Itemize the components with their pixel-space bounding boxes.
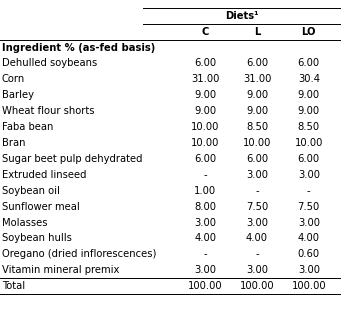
Text: 3.00: 3.00 [246, 265, 268, 275]
Text: 10.00: 10.00 [191, 138, 219, 148]
Text: Diets¹: Diets¹ [225, 11, 258, 21]
Text: 3.00: 3.00 [298, 170, 320, 180]
Text: Soybean hulls: Soybean hulls [2, 234, 72, 243]
Text: 4.00: 4.00 [298, 234, 320, 243]
Text: -: - [307, 186, 310, 196]
Text: 30.4: 30.4 [298, 74, 320, 84]
Text: 9.00: 9.00 [298, 90, 320, 100]
Text: Faba bean: Faba bean [2, 122, 53, 132]
Text: 10.00: 10.00 [243, 138, 271, 148]
Text: 6.00: 6.00 [298, 58, 320, 68]
Text: 4.00: 4.00 [246, 234, 268, 243]
Text: Oregano (dried inflorescences): Oregano (dried inflorescences) [2, 249, 156, 259]
Text: 31.00: 31.00 [191, 74, 219, 84]
Text: 8.50: 8.50 [246, 122, 268, 132]
Text: 10.00: 10.00 [191, 122, 219, 132]
Text: 0.60: 0.60 [298, 249, 320, 259]
Text: 9.00: 9.00 [246, 90, 268, 100]
Text: 9.00: 9.00 [298, 106, 320, 116]
Text: 9.00: 9.00 [246, 106, 268, 116]
Text: 3.00: 3.00 [246, 218, 268, 227]
Text: Ingredient % (as-fed basis): Ingredient % (as-fed basis) [2, 43, 155, 53]
Text: 4.00: 4.00 [194, 234, 216, 243]
Text: -: - [204, 249, 207, 259]
Text: -: - [255, 186, 259, 196]
Text: Corn: Corn [2, 74, 25, 84]
Text: 9.00: 9.00 [194, 106, 216, 116]
Text: LO: LO [302, 27, 316, 36]
Text: 6.00: 6.00 [194, 154, 216, 164]
Text: C: C [201, 27, 209, 36]
Text: 7.50: 7.50 [298, 202, 320, 212]
Text: -: - [255, 249, 259, 259]
Text: 10.00: 10.00 [295, 138, 323, 148]
Text: 3.00: 3.00 [246, 170, 268, 180]
Text: 100.00: 100.00 [188, 281, 223, 291]
Text: -: - [204, 170, 207, 180]
Text: Sunflower meal: Sunflower meal [2, 202, 79, 212]
Text: 1.00: 1.00 [194, 186, 216, 196]
Text: Molasses: Molasses [2, 218, 47, 227]
Text: 3.00: 3.00 [298, 218, 320, 227]
Text: 9.00: 9.00 [194, 90, 216, 100]
Text: 100.00: 100.00 [240, 281, 274, 291]
Text: Extruded linseed: Extruded linseed [2, 170, 86, 180]
Text: 8.00: 8.00 [194, 202, 216, 212]
Text: 6.00: 6.00 [246, 154, 268, 164]
Text: Dehulled soybeans: Dehulled soybeans [2, 58, 97, 68]
Text: Barley: Barley [2, 90, 34, 100]
Text: Wheat flour shorts: Wheat flour shorts [2, 106, 94, 116]
Text: Sugar beet pulp dehydrated: Sugar beet pulp dehydrated [2, 154, 142, 164]
Text: 3.00: 3.00 [194, 218, 216, 227]
Text: 7.50: 7.50 [246, 202, 268, 212]
Text: 6.00: 6.00 [194, 58, 216, 68]
Text: 8.50: 8.50 [298, 122, 320, 132]
Text: 3.00: 3.00 [298, 265, 320, 275]
Text: 6.00: 6.00 [246, 58, 268, 68]
Text: Soybean oil: Soybean oil [2, 186, 60, 196]
Text: Bran: Bran [2, 138, 25, 148]
Text: L: L [254, 27, 260, 36]
Text: 100.00: 100.00 [292, 281, 326, 291]
Text: Vitamin mineral premix: Vitamin mineral premix [2, 265, 119, 275]
Text: 6.00: 6.00 [298, 154, 320, 164]
Text: 3.00: 3.00 [194, 265, 216, 275]
Text: Total: Total [2, 281, 25, 291]
Text: 31.00: 31.00 [243, 74, 271, 84]
